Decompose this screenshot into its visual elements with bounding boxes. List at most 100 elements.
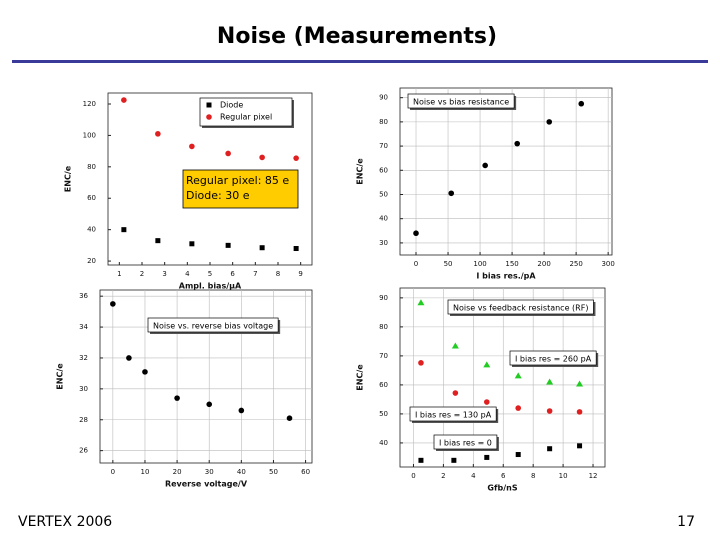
- x-tick-label: 0: [411, 472, 415, 480]
- point: [515, 452, 521, 458]
- x-tick-label: 4: [471, 472, 476, 480]
- y-axis-label: ENC/e: [56, 363, 65, 390]
- x-tick-label: 8: [531, 472, 535, 480]
- point: [448, 190, 455, 197]
- legend-label: Diode: [220, 101, 243, 110]
- label-box: [447, 299, 594, 315]
- y-tick-label: 100: [83, 131, 96, 139]
- point: [413, 230, 419, 237]
- x-tick-label: 20: [173, 468, 182, 476]
- x-tick-label: 200: [537, 260, 550, 268]
- point: [546, 378, 554, 385]
- x-tick-label: 300: [601, 260, 614, 268]
- y-tick-label: 32: [79, 354, 88, 362]
- x-axis-label: Reverse voltage/V: [165, 480, 248, 489]
- point: [259, 154, 265, 161]
- title-rule: [12, 60, 708, 63]
- point: [514, 140, 521, 147]
- point: [121, 227, 127, 233]
- annotation-text: Diode: 30 e: [186, 189, 250, 202]
- y-tick-label: 70: [379, 142, 388, 150]
- legend-box: [199, 97, 293, 127]
- y-tick-label: 40: [379, 439, 388, 447]
- x-tick-label: 150: [505, 260, 518, 268]
- x-tick-label: 50: [444, 260, 453, 268]
- box-label: I bias res = 130 pA: [415, 411, 492, 420]
- legend-marker: [206, 114, 212, 120]
- label-box: [433, 434, 498, 450]
- box-label: Noise vs bias resistance: [413, 98, 509, 107]
- x-tick-label: 6: [501, 472, 506, 480]
- legend-marker: [206, 102, 212, 108]
- point: [174, 395, 180, 401]
- point: [189, 241, 195, 247]
- x-tick-label: 250: [569, 260, 582, 268]
- y-axis-label: ENC/e: [64, 165, 73, 192]
- page-number: 17: [677, 514, 695, 530]
- y-tick-label: 30: [79, 385, 88, 393]
- label-box: [509, 350, 597, 366]
- x-tick-label: 10: [559, 472, 568, 480]
- point: [259, 245, 265, 251]
- x-tick-label: 5: [208, 270, 212, 278]
- y-tick-label: 50: [379, 410, 388, 418]
- y-tick-label: 50: [379, 190, 388, 198]
- label-box: [409, 406, 497, 422]
- x-tick-label: 50: [269, 468, 278, 476]
- x-tick-label: 60: [301, 468, 310, 476]
- point: [515, 405, 522, 411]
- point: [577, 443, 583, 449]
- x-tick-label: 0: [414, 260, 418, 268]
- y-axis-label: ENC/e: [356, 158, 365, 185]
- point: [514, 372, 522, 379]
- box-label: I bias res = 0: [439, 439, 492, 448]
- point: [155, 238, 161, 244]
- point: [417, 299, 425, 306]
- slide-title: Noise (Measurements): [217, 24, 497, 49]
- point: [189, 143, 195, 150]
- point: [110, 301, 116, 307]
- x-tick-label: 2: [140, 270, 144, 278]
- y-tick-label: 40: [87, 226, 96, 234]
- point: [576, 409, 583, 415]
- x-tick-label: 1: [117, 270, 121, 278]
- y-tick-label: 90: [379, 294, 388, 302]
- x-tick-label: 40: [237, 468, 246, 476]
- y-tick-label: 70: [379, 352, 388, 360]
- x-tick-label: 100: [473, 260, 486, 268]
- y-tick-label: 30: [379, 239, 388, 247]
- y-tick-label: 60: [379, 381, 388, 389]
- point: [484, 454, 490, 460]
- y-tick-label: 90: [379, 94, 388, 102]
- y-tick-label: 26: [79, 447, 88, 455]
- point: [293, 246, 299, 252]
- x-tick-label: 7: [253, 270, 257, 278]
- point: [483, 399, 490, 405]
- box-label: I bias res = 260 pA: [515, 355, 592, 364]
- point: [293, 155, 299, 161]
- x-tick-label: 9: [298, 270, 302, 278]
- x-tick-label: 10: [141, 468, 150, 476]
- point: [206, 401, 213, 408]
- legend-label: Regular pixel: [220, 113, 272, 122]
- label-box: [147, 317, 279, 333]
- label-box: [407, 93, 515, 109]
- y-tick-label: 80: [87, 163, 96, 171]
- point: [126, 355, 132, 361]
- plot-area: [99, 289, 313, 464]
- x-tick-label: 8: [276, 270, 280, 278]
- point: [225, 242, 231, 248]
- x-tick-label: 6: [230, 270, 235, 278]
- point: [576, 380, 584, 387]
- point: [452, 390, 459, 396]
- point: [418, 457, 424, 463]
- point: [238, 407, 245, 414]
- x-axis-label: Gfb/nS: [487, 484, 517, 493]
- point: [547, 446, 553, 452]
- x-tick-label: 0: [111, 468, 115, 476]
- point: [578, 100, 585, 107]
- y-tick-label: 60: [379, 166, 388, 174]
- x-tick-label: 2: [441, 472, 445, 480]
- y-tick-label: 80: [379, 118, 388, 126]
- x-tick-label: 30: [205, 468, 214, 476]
